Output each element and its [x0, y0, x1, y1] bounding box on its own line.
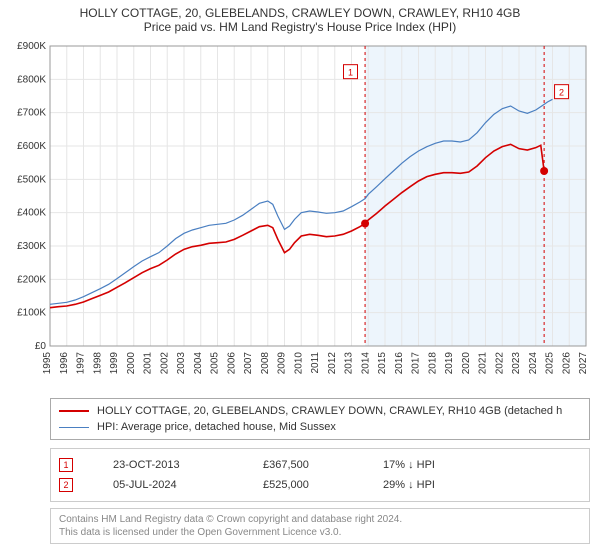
svg-text:2020: 2020 [461, 352, 472, 375]
svg-text:2011: 2011 [310, 352, 321, 374]
marker-price-1: £367,500 [263, 459, 343, 471]
svg-text:2: 2 [559, 88, 564, 98]
legend-label-hpi: HPI: Average price, detached house, Mid … [97, 421, 336, 433]
svg-text:2025: 2025 [545, 352, 556, 375]
marker-row-2: 2 05-JUL-2024 £525,000 29% ↓ HPI [59, 475, 581, 495]
svg-text:£700K: £700K [17, 108, 46, 119]
svg-text:2026: 2026 [561, 352, 572, 375]
svg-text:2027: 2027 [578, 352, 589, 375]
title-line1: HOLLY COTTAGE, 20, GLEBELANDS, CRAWLEY D… [8, 6, 592, 20]
svg-text:2000: 2000 [126, 352, 137, 375]
svg-text:£800K: £800K [17, 74, 46, 85]
chart-container: HOLLY COTTAGE, 20, GLEBELANDS, CRAWLEY D… [0, 0, 600, 552]
svg-text:£300K: £300K [17, 241, 46, 252]
footer: Contains HM Land Registry data © Crown c… [50, 508, 590, 544]
svg-text:£100K: £100K [17, 308, 46, 319]
svg-text:£400K: £400K [17, 208, 46, 219]
svg-text:2004: 2004 [193, 352, 204, 375]
title-line2: Price paid vs. HM Land Registry's House … [8, 20, 592, 34]
svg-text:2017: 2017 [411, 352, 422, 375]
svg-text:1996: 1996 [59, 352, 70, 375]
svg-text:2021: 2021 [478, 352, 489, 375]
markers-table: 1 23-OCT-2013 £367,500 17% ↓ HPI 2 05-JU… [50, 448, 590, 502]
svg-text:1999: 1999 [109, 352, 120, 375]
marker-hpi-2: 29% ↓ HPI [383, 479, 435, 491]
svg-text:2009: 2009 [277, 352, 288, 375]
legend-swatch-property [59, 410, 89, 412]
svg-text:2015: 2015 [377, 352, 388, 375]
marker-badge-1-num: 1 [63, 461, 68, 470]
marker-badge-1: 1 [59, 458, 73, 472]
marker-date-2: 05-JUL-2024 [113, 479, 223, 491]
svg-text:1995: 1995 [42, 352, 53, 375]
svg-text:1997: 1997 [76, 352, 87, 375]
footer-line1: Contains HM Land Registry data © Crown c… [59, 513, 581, 526]
svg-text:2022: 2022 [494, 352, 505, 375]
svg-text:2005: 2005 [210, 352, 221, 375]
svg-text:2010: 2010 [293, 352, 304, 375]
svg-text:2006: 2006 [226, 352, 237, 375]
svg-text:2013: 2013 [344, 352, 355, 375]
legend-label-property: HOLLY COTTAGE, 20, GLEBELANDS, CRAWLEY D… [97, 405, 562, 417]
svg-text:1998: 1998 [92, 352, 103, 375]
title-block: HOLLY COTTAGE, 20, GLEBELANDS, CRAWLEY D… [8, 6, 592, 34]
svg-text:2018: 2018 [427, 352, 438, 375]
svg-text:2012: 2012 [327, 352, 338, 375]
chart: £0 £100K £200K £300K £400K £500K £600K £700K £80… [8, 38, 592, 388]
legend-swatch-hpi [59, 427, 89, 428]
svg-text:2016: 2016 [394, 352, 405, 375]
svg-text:£500K: £500K [17, 174, 46, 185]
chart-svg: £0 £100K £200K £300K £400K £500K £600K £700K £80… [8, 38, 592, 388]
marker-badge-2: 2 [59, 478, 73, 492]
svg-text:2024: 2024 [528, 352, 539, 375]
svg-text:2023: 2023 [511, 352, 522, 375]
svg-text:2002: 2002 [159, 352, 170, 375]
svg-text:2003: 2003 [176, 352, 187, 375]
svg-text:£0: £0 [35, 341, 47, 352]
svg-text:2007: 2007 [243, 352, 254, 375]
svg-text:2014: 2014 [360, 352, 371, 375]
svg-text:£600K: £600K [17, 141, 46, 152]
legend-row-hpi: HPI: Average price, detached house, Mid … [59, 419, 581, 435]
svg-text:2008: 2008 [260, 352, 271, 375]
legend: HOLLY COTTAGE, 20, GLEBELANDS, CRAWLEY D… [50, 398, 590, 440]
svg-text:1: 1 [348, 68, 353, 78]
marker-hpi-1: 17% ↓ HPI [383, 459, 435, 471]
footer-line2: This data is licensed under the Open Gov… [59, 526, 581, 539]
marker-row-1: 1 23-OCT-2013 £367,500 17% ↓ HPI [59, 455, 581, 475]
svg-text:£200K: £200K [17, 274, 46, 285]
marker-badge-2-num: 2 [63, 481, 68, 490]
svg-text:2001: 2001 [143, 352, 154, 375]
svg-text:2019: 2019 [444, 352, 455, 375]
marker-date-1: 23-OCT-2013 [113, 459, 223, 471]
legend-row-property: HOLLY COTTAGE, 20, GLEBELANDS, CRAWLEY D… [59, 403, 581, 419]
svg-text:£900K: £900K [17, 41, 46, 52]
marker-price-2: £525,000 [263, 479, 343, 491]
